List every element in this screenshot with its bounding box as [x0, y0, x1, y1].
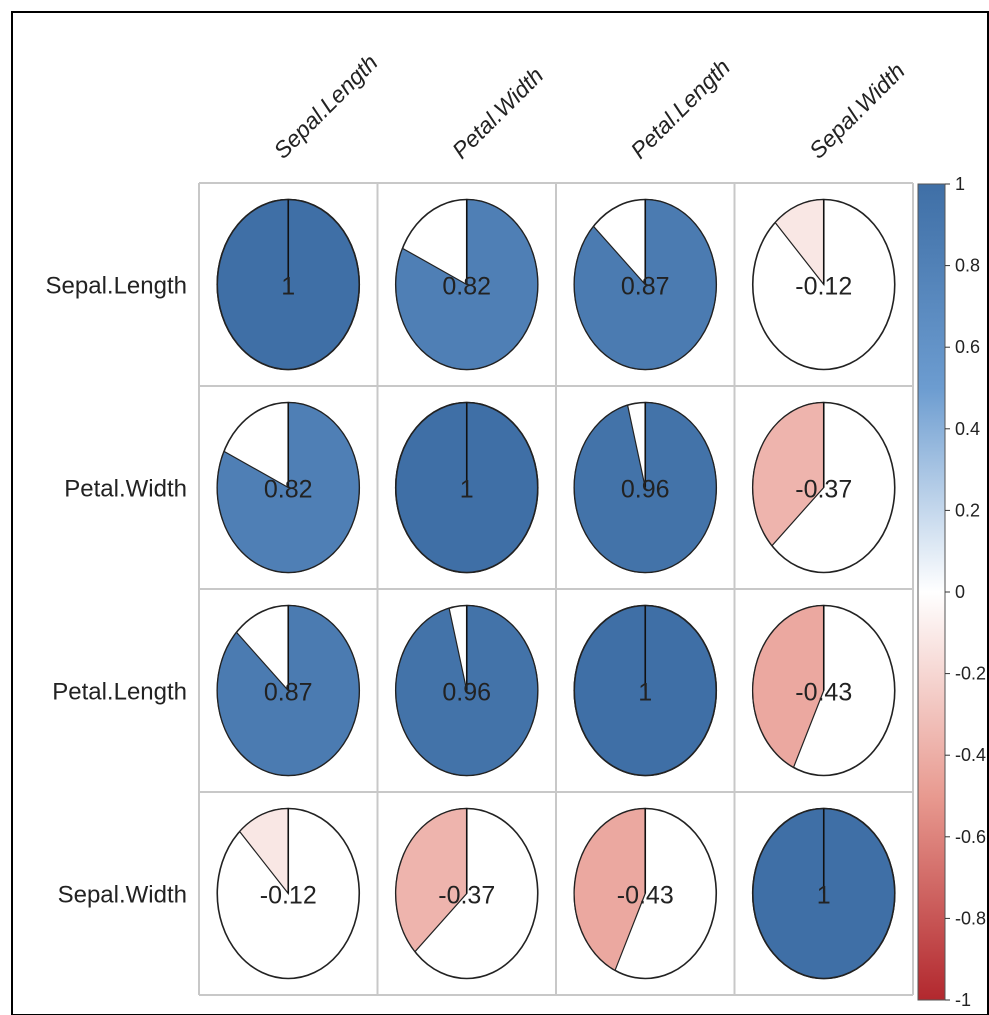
- pie-cell: 1: [396, 403, 538, 573]
- pie-cell: 0.96: [396, 606, 538, 776]
- row-label: Petal.Length: [52, 679, 187, 706]
- cell-value-label: -0.43: [795, 679, 852, 707]
- colorbar-tick-label: 0.8: [955, 256, 980, 276]
- pie-cell: 0.82: [217, 403, 359, 573]
- pie-cell: 0.82: [396, 200, 538, 370]
- pie-cell: -0.43: [753, 606, 895, 776]
- row-label: Petal.Width: [64, 476, 187, 503]
- pie-cell: 0.87: [574, 200, 716, 370]
- cell-value-label: -0.12: [260, 882, 317, 910]
- cell-value-label: 0.82: [442, 273, 491, 301]
- colorbar-tick-label: -0.2: [955, 664, 986, 684]
- cell-value-label: 0.96: [442, 679, 491, 707]
- pie-cell: 1: [574, 606, 716, 776]
- cell-value-label: 0.87: [621, 273, 670, 301]
- pie-cell: -0.37: [396, 809, 538, 979]
- colorbar-tick-label: 0.6: [955, 337, 980, 357]
- colorbar-tick-label: 1: [955, 174, 965, 194]
- pie-cell: 1: [217, 200, 359, 370]
- row-label: Sepal.Width: [58, 882, 187, 909]
- cell-value-label: -0.37: [438, 882, 495, 910]
- pie-cell: 0.96: [574, 403, 716, 573]
- row-label: Sepal.Length: [46, 273, 187, 300]
- pie-cell: 0.87: [217, 606, 359, 776]
- cell-value-label: 0.87: [264, 679, 313, 707]
- cell-value-label: -0.12: [795, 273, 852, 301]
- cell-value-label: -0.43: [617, 882, 674, 910]
- colorbar-tick-label: -1: [955, 990, 971, 1010]
- colorbar-tick-label: -0.4: [955, 745, 986, 765]
- cell-value-label: 0.96: [621, 476, 670, 504]
- cell-value-label: 1: [817, 882, 831, 910]
- cell-value-label: 0.82: [264, 476, 313, 504]
- cell-value-label: 1: [281, 273, 295, 301]
- colorbar-tick-label: -0.8: [955, 908, 986, 928]
- pie-cell: 1: [753, 809, 895, 979]
- pie-cell: -0.43: [574, 809, 716, 979]
- colorbar-tick-label: 0.2: [955, 500, 980, 520]
- colorbar-gradient: [918, 184, 945, 1000]
- cell-value-label: -0.37: [795, 476, 852, 504]
- colorbar-tick-label: 0.4: [955, 419, 980, 439]
- pie-cell: -0.12: [217, 809, 359, 979]
- pie-cell: -0.37: [753, 403, 895, 573]
- cell-value-label: 1: [460, 476, 474, 504]
- colorbar-tick-label: -0.6: [955, 827, 986, 847]
- cell-value-label: 1: [638, 679, 652, 707]
- pie-cell: -0.12: [753, 200, 895, 370]
- colorbar-tick-label: 0: [955, 582, 965, 602]
